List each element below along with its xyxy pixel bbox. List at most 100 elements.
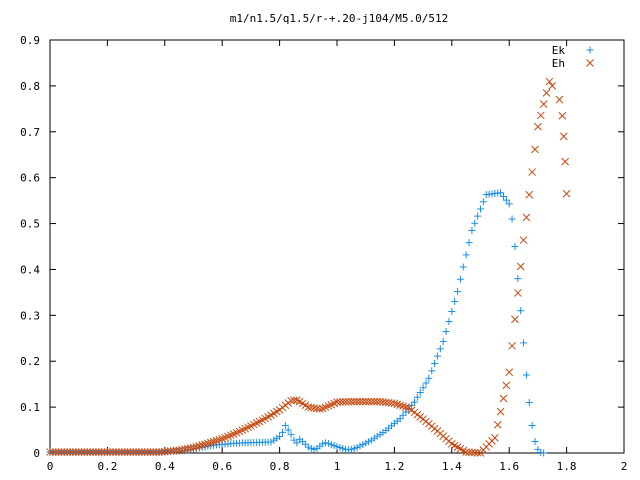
ek-point <box>359 441 367 449</box>
eh-point <box>140 448 149 456</box>
legend-marker-ek <box>586 46 594 54</box>
eh-point <box>290 396 298 405</box>
y-tick-label: 0.6 <box>20 172 40 185</box>
eh-point <box>559 132 568 141</box>
eh-point <box>358 397 367 406</box>
eh-point <box>80 448 89 456</box>
eh-point <box>562 189 571 198</box>
ek-point <box>451 297 459 305</box>
eh-point <box>519 236 528 244</box>
ek-point <box>293 439 301 447</box>
eh-point <box>226 431 235 440</box>
eh-point <box>473 448 482 457</box>
eh-point <box>51 448 60 456</box>
ek-point <box>534 445 542 453</box>
eh-point <box>539 100 548 109</box>
ek-point <box>511 243 519 250</box>
eh-point <box>542 89 551 97</box>
eh-point <box>46 448 54 456</box>
eh-point <box>561 157 570 166</box>
ek-point <box>436 345 444 353</box>
y-tick-label: 0.5 <box>20 218 40 231</box>
eh-point <box>77 448 86 456</box>
eh-point <box>89 448 97 456</box>
ek-point <box>419 384 427 392</box>
ek-point <box>474 212 482 220</box>
eh-point <box>129 448 138 456</box>
eh-point <box>63 448 72 456</box>
eh-point <box>135 448 143 456</box>
eh-point <box>100 448 109 456</box>
ek-point <box>425 374 433 382</box>
eh-point <box>330 399 338 408</box>
ek-point <box>347 445 355 453</box>
eh-point <box>396 401 404 410</box>
ek-point <box>459 263 467 271</box>
eh-point <box>112 448 120 456</box>
eh-point <box>315 405 324 413</box>
eh-point <box>324 402 333 410</box>
x-tick-label: 0.6 <box>212 460 232 473</box>
ek-point <box>428 367 436 375</box>
eh-point <box>545 77 554 86</box>
ek-point <box>514 275 522 283</box>
eh-point <box>321 403 330 412</box>
eh-point <box>206 438 215 447</box>
eh-point <box>493 420 502 429</box>
x-tick-label: 0.2 <box>97 460 117 473</box>
eh-point <box>531 145 539 154</box>
ek-point <box>531 438 539 446</box>
ek-point <box>310 445 318 453</box>
eh-point <box>370 397 379 406</box>
ek-point <box>413 393 421 401</box>
eh-point <box>117 448 126 456</box>
eh-point <box>57 448 66 456</box>
ek-point <box>333 443 341 451</box>
x-tick-label: 0.4 <box>155 460 175 473</box>
eh-point <box>126 448 135 456</box>
ek-point <box>350 444 358 452</box>
eh-point <box>399 402 407 411</box>
x-tick-label: 2 <box>621 460 628 473</box>
eh-point <box>353 397 361 406</box>
eh-point <box>143 448 152 456</box>
eh-point <box>92 448 100 456</box>
eh-point <box>66 448 74 456</box>
ek-point <box>399 411 407 419</box>
ek-point <box>497 189 505 197</box>
eh-point <box>123 448 132 456</box>
legend-marker-eh <box>586 59 594 67</box>
eh-point <box>203 439 212 448</box>
eh-point <box>490 434 499 442</box>
ek-point <box>281 421 289 429</box>
eh-point <box>555 95 564 104</box>
eh-point <box>198 441 206 449</box>
eh-point <box>508 341 516 350</box>
ek-point <box>339 444 347 452</box>
eh-point <box>94 448 103 456</box>
legend-label-ek: Ek <box>552 44 566 57</box>
y-tick-label: 0.3 <box>20 309 40 322</box>
eh-point <box>338 398 347 406</box>
eh-point <box>137 448 146 456</box>
eh-point <box>49 448 57 456</box>
eh-point <box>511 315 519 324</box>
eh-point <box>146 448 155 456</box>
ek-point <box>365 438 373 446</box>
eh-point <box>327 400 336 409</box>
ek-point <box>442 327 450 335</box>
eh-point <box>115 448 123 456</box>
ek-point <box>276 432 284 440</box>
eh-point <box>534 122 542 131</box>
ek-point <box>517 307 525 315</box>
eh-point <box>132 448 140 456</box>
ek-point <box>479 198 487 206</box>
ek-point <box>433 352 441 360</box>
ek-point <box>431 360 439 368</box>
legend-label-eh: Eh <box>552 57 565 70</box>
eh-point <box>313 404 321 413</box>
eh-point <box>350 397 359 406</box>
eh-point <box>192 442 201 451</box>
ek-point <box>528 421 536 429</box>
ek-point <box>445 317 453 325</box>
